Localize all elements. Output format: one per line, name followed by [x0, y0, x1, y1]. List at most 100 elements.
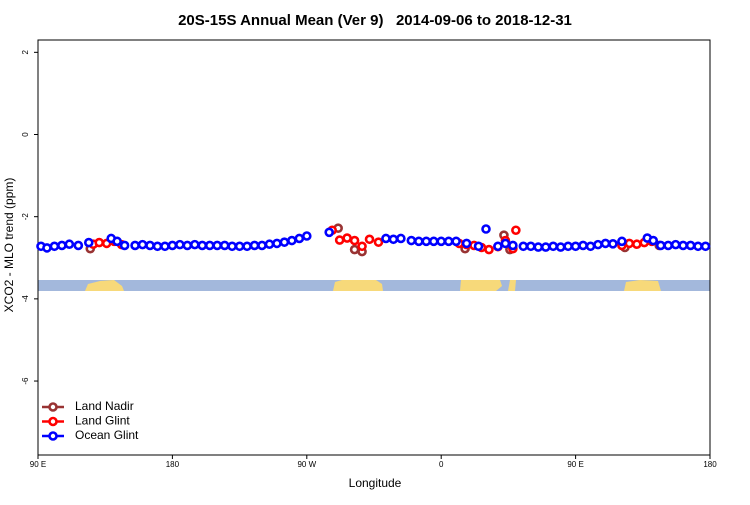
point: [175, 239, 185, 250]
legend-marker: [48, 402, 58, 412]
point: [227, 241, 237, 252]
point: [624, 238, 635, 249]
point: [204, 240, 215, 251]
point: [493, 241, 503, 252]
x-tick-label: 180: [166, 460, 180, 469]
point: [484, 244, 494, 255]
point: [279, 237, 290, 247]
point: [160, 241, 170, 252]
point: [593, 239, 603, 250]
point: [197, 240, 208, 251]
legend-label: Land Nadir: [75, 399, 134, 413]
point: [655, 240, 666, 251]
point: [49, 241, 60, 252]
point: [461, 238, 472, 249]
point: [421, 236, 432, 247]
point: [373, 237, 384, 247]
point: [342, 233, 352, 243]
point: [608, 239, 618, 249]
point: [481, 224, 491, 234]
point: [570, 241, 581, 252]
x-axis-label: Longitude: [349, 476, 402, 490]
point: [525, 241, 536, 252]
point: [242, 241, 252, 252]
land-patch: [460, 280, 502, 291]
point: [511, 225, 521, 236]
point: [678, 240, 688, 251]
point: [693, 241, 703, 252]
point: [632, 239, 642, 250]
point: [451, 236, 461, 247]
point: [294, 233, 305, 244]
legend-label: Land Glint: [75, 414, 130, 428]
point: [83, 237, 94, 248]
point: [617, 236, 627, 247]
point: [600, 238, 611, 249]
x-tick-label: 0: [439, 460, 444, 469]
point: [152, 241, 163, 252]
point: [264, 239, 275, 250]
point: [518, 241, 529, 252]
point: [94, 237, 105, 248]
point: [428, 236, 439, 247]
land-patch: [508, 280, 516, 291]
x-tick-label: 90 W: [297, 460, 316, 469]
legend-marker: [48, 431, 58, 441]
y-axis-label: XCO2 - MLO trend (ppm): [2, 178, 16, 313]
point: [555, 242, 566, 252]
point: [257, 240, 267, 251]
y-tick-label: 0: [21, 132, 30, 137]
point: [548, 241, 559, 252]
point: [685, 240, 696, 251]
point: [500, 238, 511, 249]
land-patch: [624, 280, 661, 291]
point: [508, 240, 518, 251]
point: [167, 240, 178, 251]
chart-title: 20S-15S Annual Mean (Ver 9) 2014-09-06 t…: [178, 12, 572, 29]
point: [130, 240, 140, 251]
point: [443, 236, 454, 247]
point: [349, 235, 360, 246]
point: [700, 241, 711, 252]
point: [663, 240, 673, 251]
point: [364, 234, 375, 245]
point: [119, 240, 130, 251]
point: [137, 239, 148, 250]
point: [190, 239, 200, 250]
point: [145, 240, 155, 251]
point: [406, 235, 417, 246]
y-tick-label: 2: [21, 50, 30, 55]
point: [413, 236, 424, 247]
point: [388, 234, 399, 245]
y-tick-label: -4: [21, 295, 30, 303]
point: [578, 240, 588, 251]
point: [219, 240, 230, 251]
legend-label: Ocean Glint: [75, 428, 139, 442]
point: [473, 241, 484, 252]
point: [112, 236, 122, 247]
point: [381, 233, 391, 244]
point: [349, 244, 360, 255]
point: [73, 240, 84, 251]
point: [436, 236, 447, 247]
point: [540, 242, 551, 252]
point: [234, 241, 245, 252]
point: [287, 235, 297, 246]
point: [64, 239, 75, 250]
point: [42, 243, 52, 253]
x-tick-label: 90 E: [567, 460, 583, 469]
x-tick-label: 90 E: [30, 460, 46, 469]
point: [648, 235, 659, 246]
point: [585, 241, 596, 252]
point: [563, 241, 573, 252]
land-patch: [85, 280, 124, 291]
point: [334, 235, 345, 245]
x-tick-label: 180: [703, 460, 717, 469]
point: [533, 242, 544, 252]
y-tick-label: -2: [21, 213, 30, 221]
point: [249, 240, 260, 251]
point: [396, 233, 406, 244]
